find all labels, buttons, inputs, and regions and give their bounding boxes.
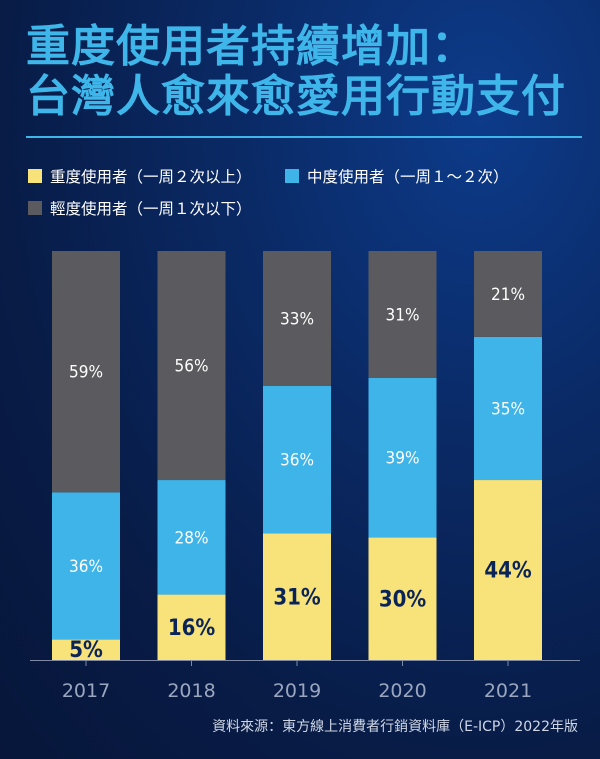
bar-light-2017 (52, 251, 120, 493)
bar-light-2020 (368, 251, 437, 378)
bar-heavy-2018 (157, 594, 226, 660)
data-label-medium-2021: 35% (491, 399, 525, 419)
x-tick-label-2019: 2019 (273, 680, 321, 702)
bar-medium-2019 (263, 385, 331, 534)
bar-medium-2018 (157, 480, 226, 595)
title-underline (26, 136, 582, 138)
bar-heavy-2017 (52, 639, 120, 660)
legend-label-light: 輕度使用者（一周１次以下） (50, 200, 252, 218)
data-label-medium-2020: 39% (386, 448, 420, 468)
data-label-heavy-2019: 31% (273, 585, 321, 610)
data-label-light-2018: 56% (175, 356, 209, 376)
legend-label-heavy: 重度使用者（一周２次以上） (50, 168, 252, 186)
title-line-2: 台灣人愈來愈愛用行動支付 (26, 71, 566, 122)
data-label-medium-2018: 28% (175, 528, 209, 548)
legend-swatch-medium (285, 169, 299, 183)
data-label-heavy-2018: 16% (168, 616, 216, 641)
bar-light-2019 (263, 251, 331, 386)
data-label-light-2021: 21% (491, 285, 525, 305)
x-tick-label-2021: 2021 (484, 680, 532, 702)
legend-swatch-light (28, 201, 42, 215)
x-tick-label-2020: 2020 (378, 680, 426, 702)
bar-heavy-2019 (263, 533, 331, 660)
legend-item-heavy: 重度使用者（一周２次以上） (28, 165, 252, 187)
source-note: 資料來源：東方線上消費者行銷資料庫（E-ICP）2022年版 (212, 719, 578, 735)
data-label-heavy-2021: 44% (484, 559, 532, 584)
legend-item-light: 輕度使用者（一周１次以下） (28, 197, 252, 219)
chart-title: 重度使用者持續增加： 台灣人愈來愈愛用行動支付 (26, 22, 566, 122)
legend-label-medium: 中度使用者（一周１～２次） (307, 168, 509, 186)
data-label-light-2020: 31% (386, 305, 420, 325)
data-label-heavy-2020: 30% (379, 587, 427, 612)
bar-medium-2021 (474, 336, 542, 481)
bar-medium-2017 (52, 492, 120, 640)
bar-heavy-2020 (368, 537, 437, 660)
legend-swatch-heavy (28, 169, 42, 183)
bar-heavy-2021 (474, 480, 542, 660)
bar-light-2018 (157, 251, 226, 481)
data-label-medium-2017: 36% (69, 557, 103, 577)
data-label-medium-2019: 36% (280, 451, 314, 471)
bar-light-2021 (474, 251, 542, 337)
data-label-heavy-2017: 5% (69, 638, 103, 663)
bar-medium-2020 (368, 377, 437, 538)
x-tick-label-2018: 2018 (167, 680, 215, 702)
legend-item-medium: 中度使用者（一周１～２次） (285, 165, 509, 187)
x-tick-label-2017: 2017 (62, 680, 110, 702)
data-label-light-2019: 33% (280, 309, 314, 329)
title-line-1: 重度使用者持續增加： (26, 21, 476, 72)
data-label-light-2017: 59% (69, 363, 103, 383)
